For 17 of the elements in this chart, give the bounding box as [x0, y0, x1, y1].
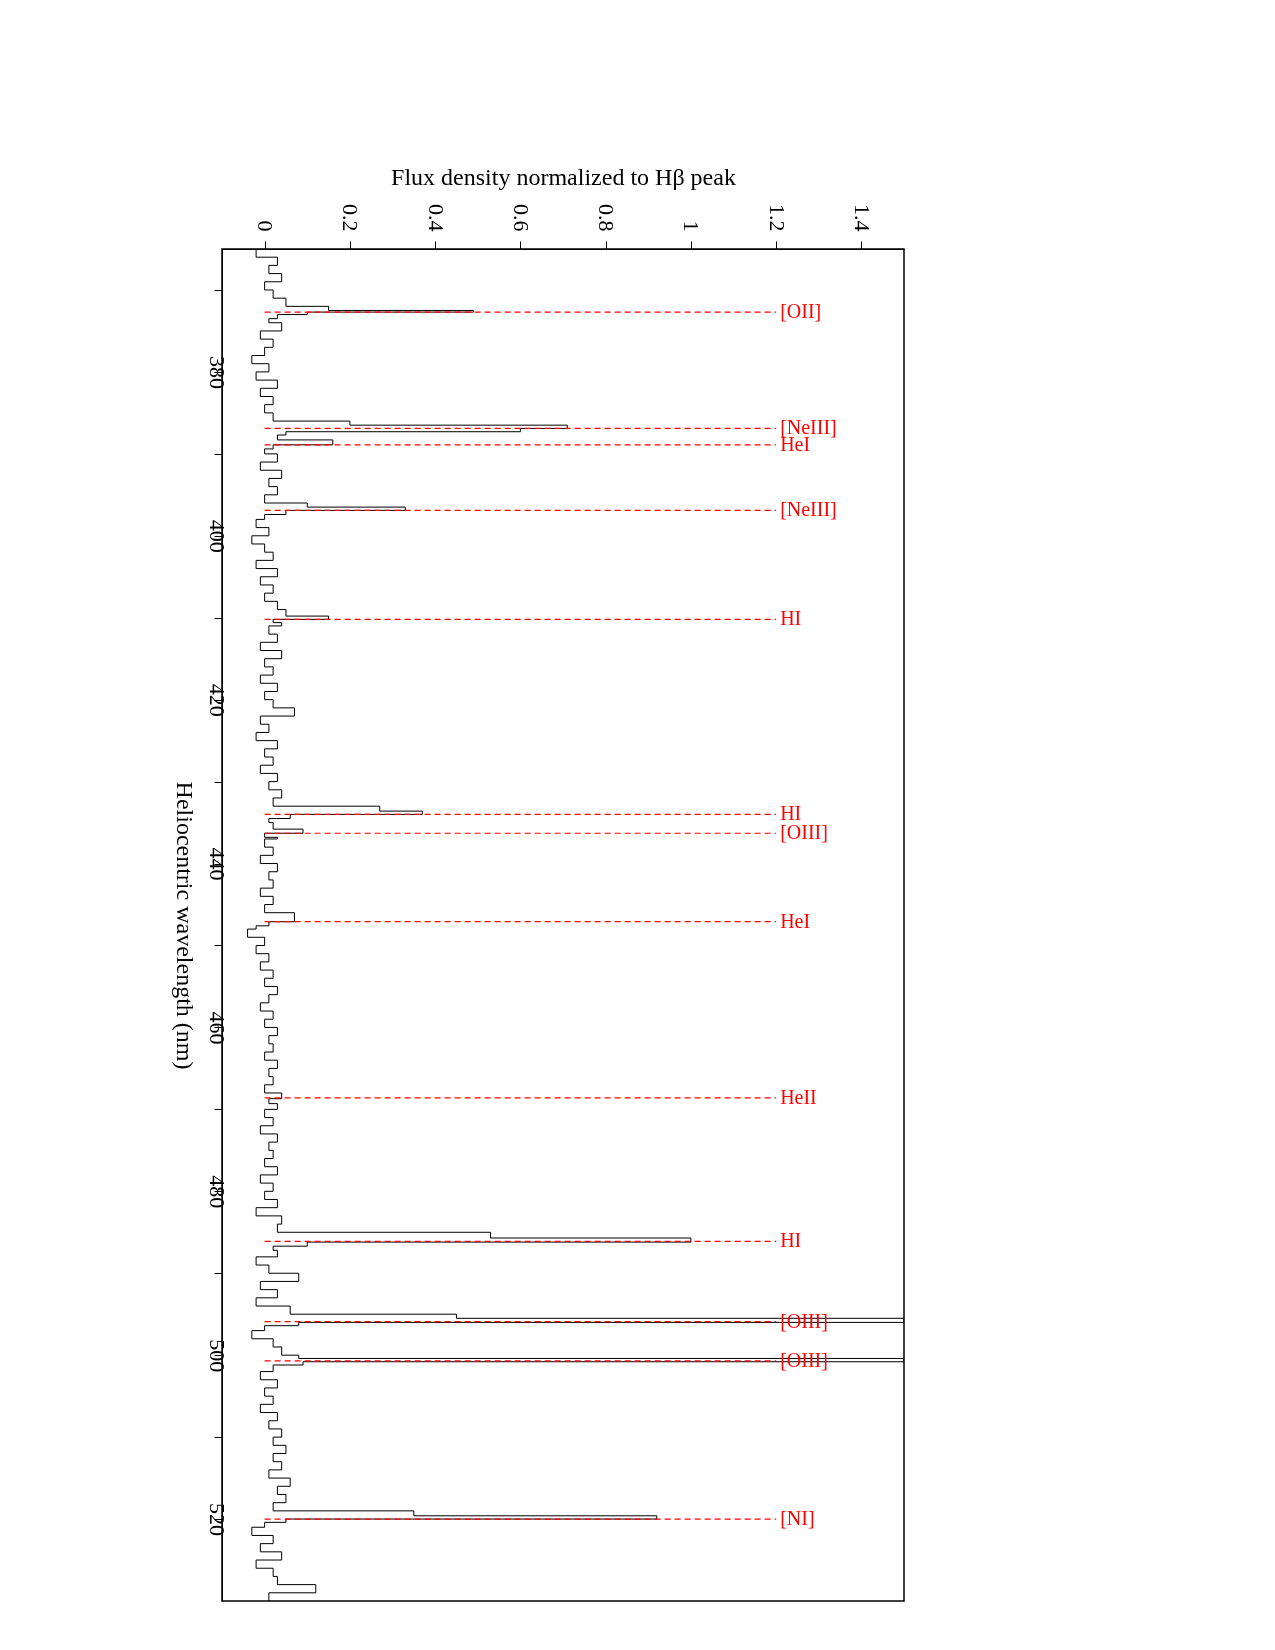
ref-line-label: HI [780, 1229, 802, 1252]
x-tick-label: 1 [679, 220, 705, 232]
ref-line-label: [NI] [780, 1507, 815, 1530]
x-tick-label: 0 [253, 220, 279, 232]
y-axis-title: Heliocentric wavelength (nm) [171, 781, 198, 1070]
x-axis-title: Flux density normalized to Hβ peak [391, 164, 736, 190]
ref-line-label: HI [780, 607, 802, 630]
x-tick-label: 0.8 [594, 204, 620, 232]
ref-line-label: HeII [780, 1085, 817, 1108]
ref-line-label: [OII] [780, 300, 822, 323]
ref-line-label: [NeIII] [780, 498, 837, 521]
x-tick-label: 0.6 [508, 204, 534, 232]
x-tick-label: 1.4 [849, 204, 875, 232]
x-tick-label: 0.2 [338, 204, 364, 232]
ref-line-label: HeI [780, 909, 811, 932]
x-tick-label: 0.4 [423, 204, 449, 232]
x-tick-label: 1.2 [764, 204, 790, 232]
